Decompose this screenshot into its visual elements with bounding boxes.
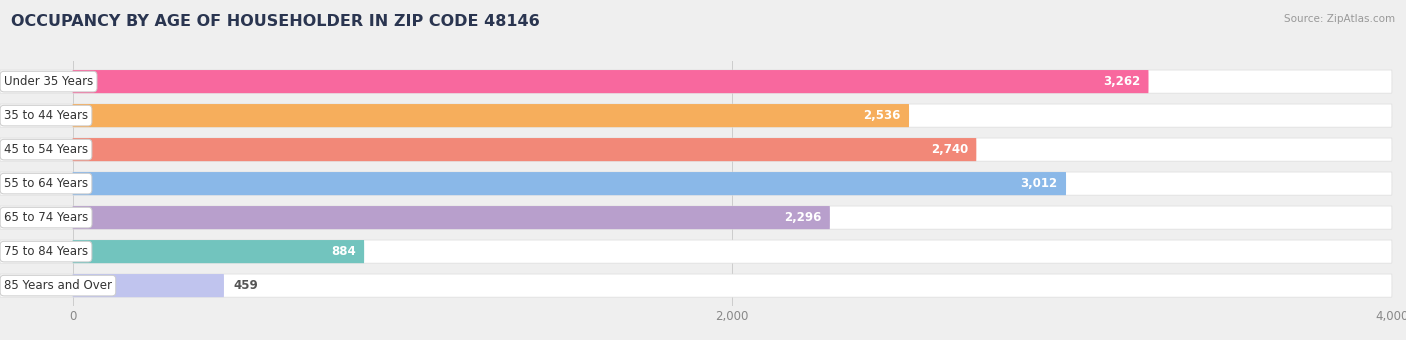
Text: Under 35 Years: Under 35 Years bbox=[4, 75, 93, 88]
Text: 45 to 54 Years: 45 to 54 Years bbox=[4, 143, 89, 156]
FancyBboxPatch shape bbox=[0, 206, 1392, 229]
Text: 55 to 64 Years: 55 to 64 Years bbox=[4, 177, 89, 190]
Text: 2,536: 2,536 bbox=[863, 109, 901, 122]
FancyBboxPatch shape bbox=[0, 172, 1392, 195]
FancyBboxPatch shape bbox=[0, 274, 1392, 297]
FancyBboxPatch shape bbox=[73, 104, 910, 127]
Text: 75 to 84 Years: 75 to 84 Years bbox=[4, 245, 89, 258]
Text: Source: ZipAtlas.com: Source: ZipAtlas.com bbox=[1284, 14, 1395, 23]
Text: 85 Years and Over: 85 Years and Over bbox=[4, 279, 112, 292]
FancyBboxPatch shape bbox=[73, 138, 976, 161]
FancyBboxPatch shape bbox=[73, 70, 1149, 93]
Text: 2,296: 2,296 bbox=[785, 211, 821, 224]
FancyBboxPatch shape bbox=[73, 240, 364, 263]
FancyBboxPatch shape bbox=[0, 240, 1392, 263]
Text: 459: 459 bbox=[233, 279, 259, 292]
FancyBboxPatch shape bbox=[0, 70, 1392, 93]
Text: OCCUPANCY BY AGE OF HOUSEHOLDER IN ZIP CODE 48146: OCCUPANCY BY AGE OF HOUSEHOLDER IN ZIP C… bbox=[11, 14, 540, 29]
FancyBboxPatch shape bbox=[73, 274, 224, 297]
Text: 2,740: 2,740 bbox=[931, 143, 969, 156]
Text: 3,012: 3,012 bbox=[1021, 177, 1057, 190]
FancyBboxPatch shape bbox=[73, 206, 830, 229]
Text: 3,262: 3,262 bbox=[1104, 75, 1140, 88]
FancyBboxPatch shape bbox=[73, 172, 1066, 195]
Text: 884: 884 bbox=[332, 245, 356, 258]
Text: 35 to 44 Years: 35 to 44 Years bbox=[4, 109, 89, 122]
FancyBboxPatch shape bbox=[0, 104, 1392, 127]
Text: 65 to 74 Years: 65 to 74 Years bbox=[4, 211, 89, 224]
FancyBboxPatch shape bbox=[0, 138, 1392, 161]
